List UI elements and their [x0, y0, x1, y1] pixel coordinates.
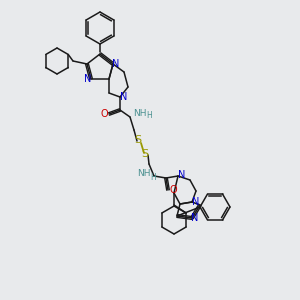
Text: H: H — [150, 173, 156, 182]
Text: S: S — [141, 149, 148, 159]
Text: O: O — [169, 185, 177, 195]
Text: N: N — [112, 59, 120, 69]
Text: H: H — [146, 112, 152, 121]
Text: N: N — [178, 170, 186, 180]
Text: N: N — [192, 197, 200, 207]
Text: O: O — [100, 109, 108, 119]
Text: N: N — [191, 213, 199, 223]
Text: N: N — [84, 74, 92, 84]
Text: NH: NH — [133, 110, 147, 118]
Text: S: S — [134, 135, 142, 145]
Text: N: N — [120, 92, 128, 102]
Text: NH: NH — [137, 169, 151, 178]
